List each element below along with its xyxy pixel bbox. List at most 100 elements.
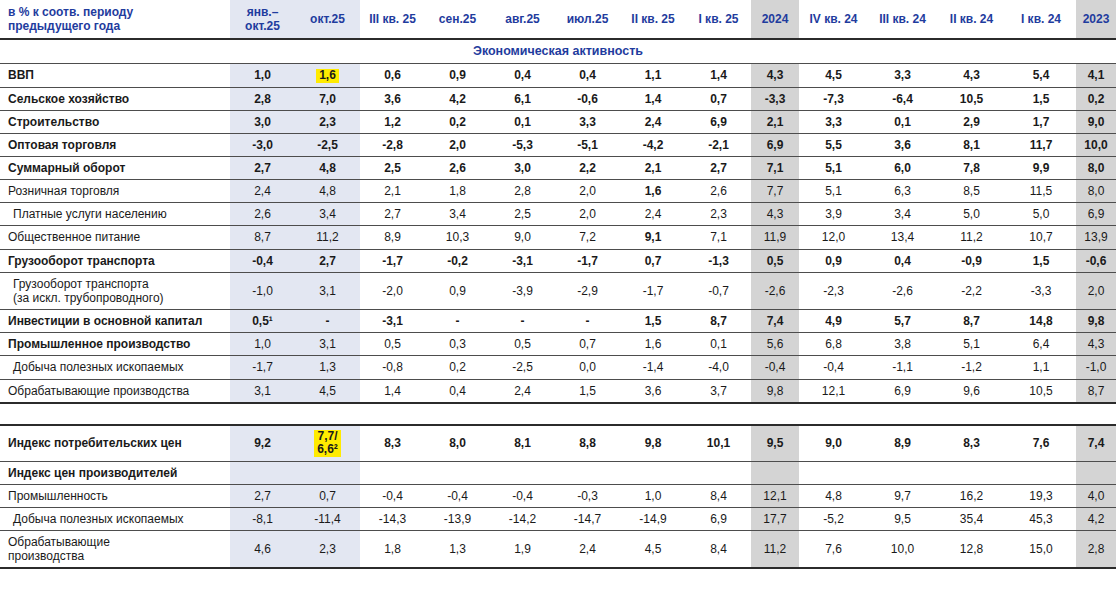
value-cell: 0,9 — [425, 272, 490, 309]
value-cell: 4,1 — [1076, 64, 1116, 87]
value-cell: 8,4 — [686, 531, 751, 569]
table-row: Суммарный оборот2,74,82,52,63,02,22,12,7… — [0, 156, 1116, 179]
value-cell: 9,0 — [1076, 110, 1116, 133]
table-row: Сельское хозяйство2,87,03,64,26,1-0,61,4… — [0, 87, 1116, 110]
value-cell: 13,9 — [1076, 226, 1116, 249]
economic-indicators-page: в % к соотв. периоду предыдущего года ян… — [0, 0, 1116, 599]
row-label: Обрабатывающие производства — [0, 531, 230, 569]
header-row: в % к соотв. периоду предыдущего года ян… — [0, 0, 1116, 39]
value-cell: 5,4 — [1006, 64, 1076, 87]
value-cell: -1,1 — [868, 356, 937, 379]
value-cell: 7,8 — [937, 156, 1006, 179]
value-cell: 4,6 — [230, 531, 295, 569]
value-cell: -1,0 — [230, 272, 295, 309]
value-cell — [751, 461, 799, 484]
value-cell: -0,6 — [555, 87, 620, 110]
value-cell: 0,2 — [1076, 87, 1116, 110]
value-cell: 11,9 — [751, 226, 799, 249]
value-cell: 9,6 — [937, 379, 1006, 403]
row-label: Инвестиции в основной капитал — [0, 310, 230, 333]
value-cell — [230, 461, 295, 484]
section-gap-row — [0, 403, 1116, 425]
value-cell: 2,0 — [425, 133, 490, 156]
value-cell: 2,7 — [230, 156, 295, 179]
value-cell: 9,8 — [620, 425, 686, 461]
row-label: Грузооборот транспорта — [0, 249, 230, 272]
value-cell: 5,1 — [937, 333, 1006, 356]
value-cell: 4,3 — [937, 64, 1006, 87]
value-cell: 7,6 — [1006, 425, 1076, 461]
value-cell: 0,5 — [360, 333, 425, 356]
value-cell — [490, 461, 555, 484]
value-cell: 15,0 — [1006, 531, 1076, 569]
value-cell — [1006, 461, 1076, 484]
value-cell: -0,4 — [799, 356, 868, 379]
value-cell: 2,3 — [295, 110, 360, 133]
value-cell: 7,0 — [295, 87, 360, 110]
value-cell: 4,2 — [425, 87, 490, 110]
value-cell: -3,3 — [751, 87, 799, 110]
value-cell — [425, 461, 490, 484]
value-cell: 5,1 — [799, 180, 868, 203]
value-cell: 9,0 — [490, 226, 555, 249]
value-cell: 3,1 — [230, 379, 295, 403]
value-cell: -0,4 — [425, 484, 490, 507]
row-label: Промышленность — [0, 484, 230, 507]
value-cell: 12,1 — [751, 484, 799, 507]
value-cell: 4,8 — [295, 180, 360, 203]
value-cell: 1,5 — [620, 310, 686, 333]
column-header: 2024 — [751, 0, 799, 39]
value-cell: 7,2 — [555, 226, 620, 249]
value-cell: 10,5 — [1006, 379, 1076, 403]
value-cell: 6,8 — [799, 333, 868, 356]
value-cell: 4,3 — [1076, 333, 1116, 356]
value-cell: -2,2 — [937, 272, 1006, 309]
value-cell: 2,5 — [360, 156, 425, 179]
table-row: Промышленность2,70,7-0,4-0,4-0,4-0,31,08… — [0, 484, 1116, 507]
value-cell: 1,5 — [1006, 87, 1076, 110]
table-row: Строительство3,02,31,20,20,13,32,46,92,1… — [0, 110, 1116, 133]
value-cell: 7,7 — [751, 180, 799, 203]
value-cell — [799, 461, 868, 484]
value-cell — [937, 461, 1006, 484]
value-cell: 19,3 — [1006, 484, 1076, 507]
value-cell: -6,4 — [868, 87, 937, 110]
value-cell: 1,9 — [490, 531, 555, 569]
value-cell: 10,5 — [937, 87, 1006, 110]
table-row: Добыча полезных ископаемых-8,1-11,4-14,3… — [0, 507, 1116, 530]
value-cell: 2,8 — [230, 87, 295, 110]
value-cell: 0,5 — [490, 333, 555, 356]
value-cell: 0,3 — [425, 333, 490, 356]
value-cell: 4,5 — [799, 64, 868, 87]
value-cell: 11,5 — [1006, 180, 1076, 203]
value-cell: 7,4 — [1076, 425, 1116, 461]
table-row: Индекс потребительских цен9,27,7/ 6,6²8,… — [0, 425, 1116, 461]
value-cell: 3,7 — [686, 379, 751, 403]
value-cell: - — [555, 310, 620, 333]
value-cell: 1,0 — [230, 64, 295, 87]
value-cell: 4,5 — [295, 379, 360, 403]
value-cell: 0,6 — [360, 64, 425, 87]
value-cell: 0,9 — [799, 249, 868, 272]
value-cell: 1,4 — [360, 379, 425, 403]
value-cell: 5,6 — [751, 333, 799, 356]
value-cell: 11,2 — [751, 531, 799, 569]
value-cell: 2,0 — [555, 203, 620, 226]
value-cell: 1,1 — [1006, 356, 1076, 379]
section-title: Экономическая активность — [0, 39, 1116, 63]
value-cell: 0,2 — [425, 356, 490, 379]
value-cell: 45,3 — [1006, 507, 1076, 530]
value-cell: 0,0 — [555, 356, 620, 379]
value-cell: 13,4 — [868, 226, 937, 249]
value-cell: 1,8 — [425, 180, 490, 203]
value-cell: -5,1 — [555, 133, 620, 156]
value-cell: -5,3 — [490, 133, 555, 156]
value-cell: 5,1 — [799, 156, 868, 179]
value-cell: 2,3 — [686, 203, 751, 226]
value-cell: 5,0 — [1006, 203, 1076, 226]
value-cell: 2,6 — [686, 180, 751, 203]
value-cell: 4,3 — [751, 64, 799, 87]
value-cell: -14,3 — [360, 507, 425, 530]
value-cell: 10,7 — [1006, 226, 1076, 249]
value-cell: -2,5 — [490, 356, 555, 379]
